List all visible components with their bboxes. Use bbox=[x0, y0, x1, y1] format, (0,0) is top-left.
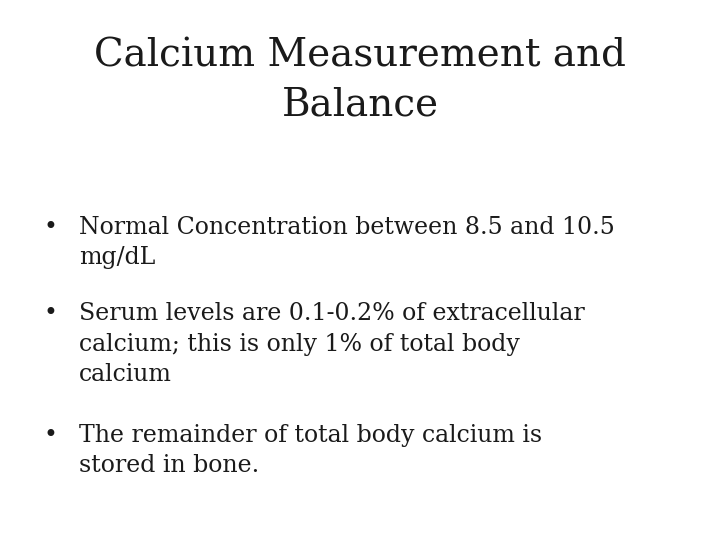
Text: •: • bbox=[43, 302, 57, 326]
Text: Serum levels are 0.1-0.2% of extracellular
calcium; this is only 1% of total bod: Serum levels are 0.1-0.2% of extracellul… bbox=[79, 302, 585, 386]
Text: The remainder of total body calcium is
stored in bone.: The remainder of total body calcium is s… bbox=[79, 424, 542, 477]
Text: Normal Concentration between 8.5 and 10.5
mg/dL: Normal Concentration between 8.5 and 10.… bbox=[79, 216, 615, 269]
Text: •: • bbox=[43, 216, 57, 239]
Text: Calcium Measurement and
Balance: Calcium Measurement and Balance bbox=[94, 38, 626, 124]
Text: •: • bbox=[43, 424, 57, 447]
